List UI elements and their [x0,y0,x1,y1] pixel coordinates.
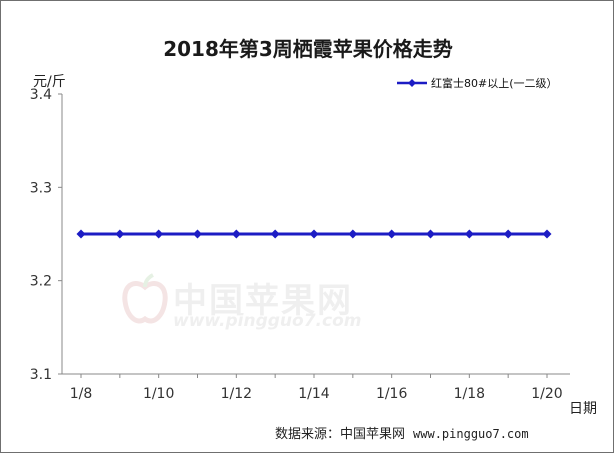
data-point [270,229,280,239]
chart-title: 2018年第3周栖霞苹果价格走势 [163,37,453,61]
data-point [464,229,474,239]
legend-line-marker-icon [397,79,427,87]
y-axis-label: 元/斤 [33,74,66,90]
apple-logo-icon [122,273,168,324]
source-url: www.pingguo7.com [413,427,529,441]
data-point [426,229,435,239]
watermark-text: 中国苹果网 [173,281,353,321]
y-tick-label: 3.3 [30,180,52,196]
data-point [193,229,202,239]
legend-label: 红富士80#以上(一二级） [431,77,558,90]
legend: 红富士80#以上(一二级） [397,75,558,91]
y-tick-label: 3.4 [30,87,52,103]
x-tick-label: 1/14 [298,386,330,402]
x-tick-label: 1/8 [70,386,93,402]
x-tick-label: 1/18 [454,386,485,402]
x-tick-label: 1/20 [531,386,562,402]
data-point [76,229,86,239]
y-tick-label: 3.1 [30,367,52,383]
data-point [154,229,164,239]
x-axis-label: 日期 [569,401,597,417]
data-point [503,229,513,239]
data-point [309,229,319,239]
data-point [348,229,358,239]
data-point [231,229,241,239]
data-point [542,229,552,239]
data-point [387,229,397,239]
watermark-url: www.pingguo7.com [173,311,362,331]
x-tick-label: 1/10 [143,386,174,402]
source-note: 数据来源：中国苹果网 www.pingguo7.com [275,423,529,442]
data-point [115,229,125,239]
x-tick-label: 1/16 [376,386,408,402]
y-tick-label: 3.2 [30,274,52,290]
watermark: 中国苹果网 www.pingguo7.com [121,273,361,333]
x-tick-label: 1/12 [221,386,252,402]
source-label: 数据来源：中国苹果网 [275,427,406,442]
